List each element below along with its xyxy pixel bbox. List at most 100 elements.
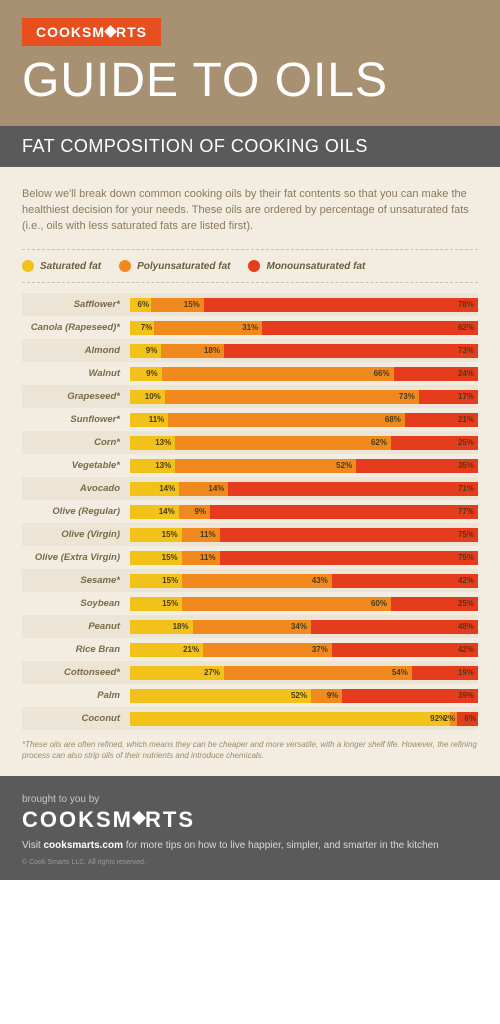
oil-row: Sesame*15%43%42% xyxy=(22,569,478,592)
stacked-bar: 13%52%35% xyxy=(130,459,478,473)
monounsaturated-segment: 62% xyxy=(262,321,478,335)
oil-row: Coconut92%2%6% xyxy=(22,707,478,730)
stacked-bar: 7%31%62% xyxy=(130,321,478,335)
oil-label: Peanut xyxy=(22,621,130,632)
polyunsaturated-segment: 34% xyxy=(193,620,311,634)
monounsaturated-segment: 25% xyxy=(391,597,478,611)
oil-label: Cottonseed* xyxy=(22,667,130,678)
oil-row: Avocado14%14%71% xyxy=(22,477,478,500)
monounsaturated-segment: 17% xyxy=(419,390,478,404)
oil-label: Corn* xyxy=(22,437,130,448)
polyunsaturated-segment: 18% xyxy=(161,344,224,358)
legend-label: Polyunsaturated fat xyxy=(137,261,230,272)
saturated-segment: 6% xyxy=(130,298,151,312)
stacked-bar: 11%68%21% xyxy=(130,413,478,427)
monounsaturated-segment: 75% xyxy=(220,528,478,542)
polyunsaturated-segment: 31% xyxy=(154,321,262,335)
polyunsaturated-segment: 11% xyxy=(182,551,220,565)
page-title: GUIDE TO OILS xyxy=(22,56,478,106)
saturated-segment: 10% xyxy=(130,390,165,404)
saturated-segment: 15% xyxy=(130,574,182,588)
legend-label: Monounsaturated fat xyxy=(266,261,365,272)
oil-label: Soybean xyxy=(22,598,130,609)
stacked-bar: 21%37%42% xyxy=(130,643,478,657)
oil-row: Vegetable*13%52%35% xyxy=(22,454,478,477)
oil-row: Soybean15%60%25% xyxy=(22,592,478,615)
oil-label: Palm xyxy=(22,690,130,701)
stacked-bar: 10%73%17% xyxy=(130,390,478,404)
oil-row: Olive (Virgin)15%11%75% xyxy=(22,523,478,546)
stacked-bar: 14%9%77% xyxy=(130,505,478,519)
oil-label: Olive (Regular) xyxy=(22,506,130,517)
saturated-segment: 21% xyxy=(130,643,203,657)
oil-row: Olive (Extra Virgin)15%11%75% xyxy=(22,546,478,569)
stacked-bar: 15%43%42% xyxy=(130,574,478,588)
site-link[interactable]: cooksmarts.com xyxy=(44,840,123,851)
monounsaturated-segment: 77% xyxy=(210,505,478,519)
tagline-pre: Visit xyxy=(22,840,44,851)
saturated-segment: 52% xyxy=(130,689,311,703)
polyunsaturated-segment: 9% xyxy=(179,505,210,519)
monounsaturated-segment: 78% xyxy=(204,298,478,312)
saturated-segment: 15% xyxy=(130,597,182,611)
oil-row: Safflower*6%15%78% xyxy=(22,293,478,316)
stacked-bar: 92%2%6% xyxy=(130,712,478,726)
monounsaturated-segment: 19% xyxy=(412,666,478,680)
legend-label: Saturated fat xyxy=(40,261,101,272)
oil-label: Vegetable* xyxy=(22,460,130,471)
saturated-segment: 14% xyxy=(130,482,179,496)
monounsaturated-segment: 42% xyxy=(332,643,478,657)
oil-label: Olive (Virgin) xyxy=(22,529,130,540)
saturated-segment: 13% xyxy=(130,436,175,450)
brand-post: RTS xyxy=(116,24,147,40)
content: Below we'll break down common cooking oi… xyxy=(0,167,500,775)
page: COOKSM RTS GUIDE TO OILS FAT COMPOSITION … xyxy=(0,0,500,880)
polyunsaturated-segment: 37% xyxy=(203,643,332,657)
stacked-bar: 15%11%75% xyxy=(130,528,478,542)
monounsaturated-segment: 42% xyxy=(332,574,478,588)
legend-item: Monounsaturated fat xyxy=(248,260,365,272)
legend-swatch xyxy=(119,260,131,272)
monounsaturated-segment: 48% xyxy=(311,620,478,634)
oil-label: Olive (Extra Virgin) xyxy=(22,552,130,563)
polyunsaturated-segment: 62% xyxy=(175,436,391,450)
oil-label: Safflower* xyxy=(22,299,130,310)
monounsaturated-segment: 75% xyxy=(220,551,478,565)
divider xyxy=(22,249,478,250)
polyunsaturated-segment: 54% xyxy=(224,666,412,680)
polyunsaturated-segment: 73% xyxy=(165,390,419,404)
saturated-segment: 92% xyxy=(130,712,450,726)
oil-row: Almond9%18%73% xyxy=(22,339,478,362)
legend-swatch xyxy=(22,260,34,272)
stacked-bar: 13%62%25% xyxy=(130,436,478,450)
oil-row: Walnut9%66%24% xyxy=(22,362,478,385)
saturated-segment: 7% xyxy=(130,321,154,335)
diamond-icon xyxy=(132,811,146,825)
monounsaturated-segment: 71% xyxy=(228,482,478,496)
monounsaturated-segment: 21% xyxy=(405,413,478,427)
monounsaturated-segment: 35% xyxy=(356,459,478,473)
oil-label: Sunflower* xyxy=(22,414,130,425)
oil-row: Canola (Rapeseed)*7%31%62% xyxy=(22,316,478,339)
polyunsaturated-segment: 14% xyxy=(179,482,228,496)
saturated-segment: 18% xyxy=(130,620,193,634)
stacked-bar: 14%14%71% xyxy=(130,482,478,496)
legend-swatch xyxy=(248,260,260,272)
brought-by: brought to you by xyxy=(22,794,478,805)
oil-row: Corn*13%62%25% xyxy=(22,431,478,454)
brand-pre: COOKSM xyxy=(36,24,105,40)
stacked-bar: 6%15%78% xyxy=(130,298,478,312)
oil-label: Canola (Rapeseed)* xyxy=(22,322,130,333)
oil-row: Rice Bran21%37%42% xyxy=(22,638,478,661)
footer: brought to you by COOKSMRTS Visit cooksm… xyxy=(0,776,500,880)
polyunsaturated-segment: 52% xyxy=(175,459,356,473)
polyunsaturated-segment: 60% xyxy=(182,597,391,611)
stacked-bar: 9%18%73% xyxy=(130,344,478,358)
oil-label: Walnut xyxy=(22,368,130,379)
subtitle-bar: FAT COMPOSITION OF COOKING OILS xyxy=(0,126,500,167)
oil-label: Almond xyxy=(22,345,130,356)
monounsaturated-segment: 25% xyxy=(391,436,478,450)
diamond-icon xyxy=(104,25,117,38)
oil-label: Coconut xyxy=(22,713,130,724)
saturated-segment: 27% xyxy=(130,666,224,680)
